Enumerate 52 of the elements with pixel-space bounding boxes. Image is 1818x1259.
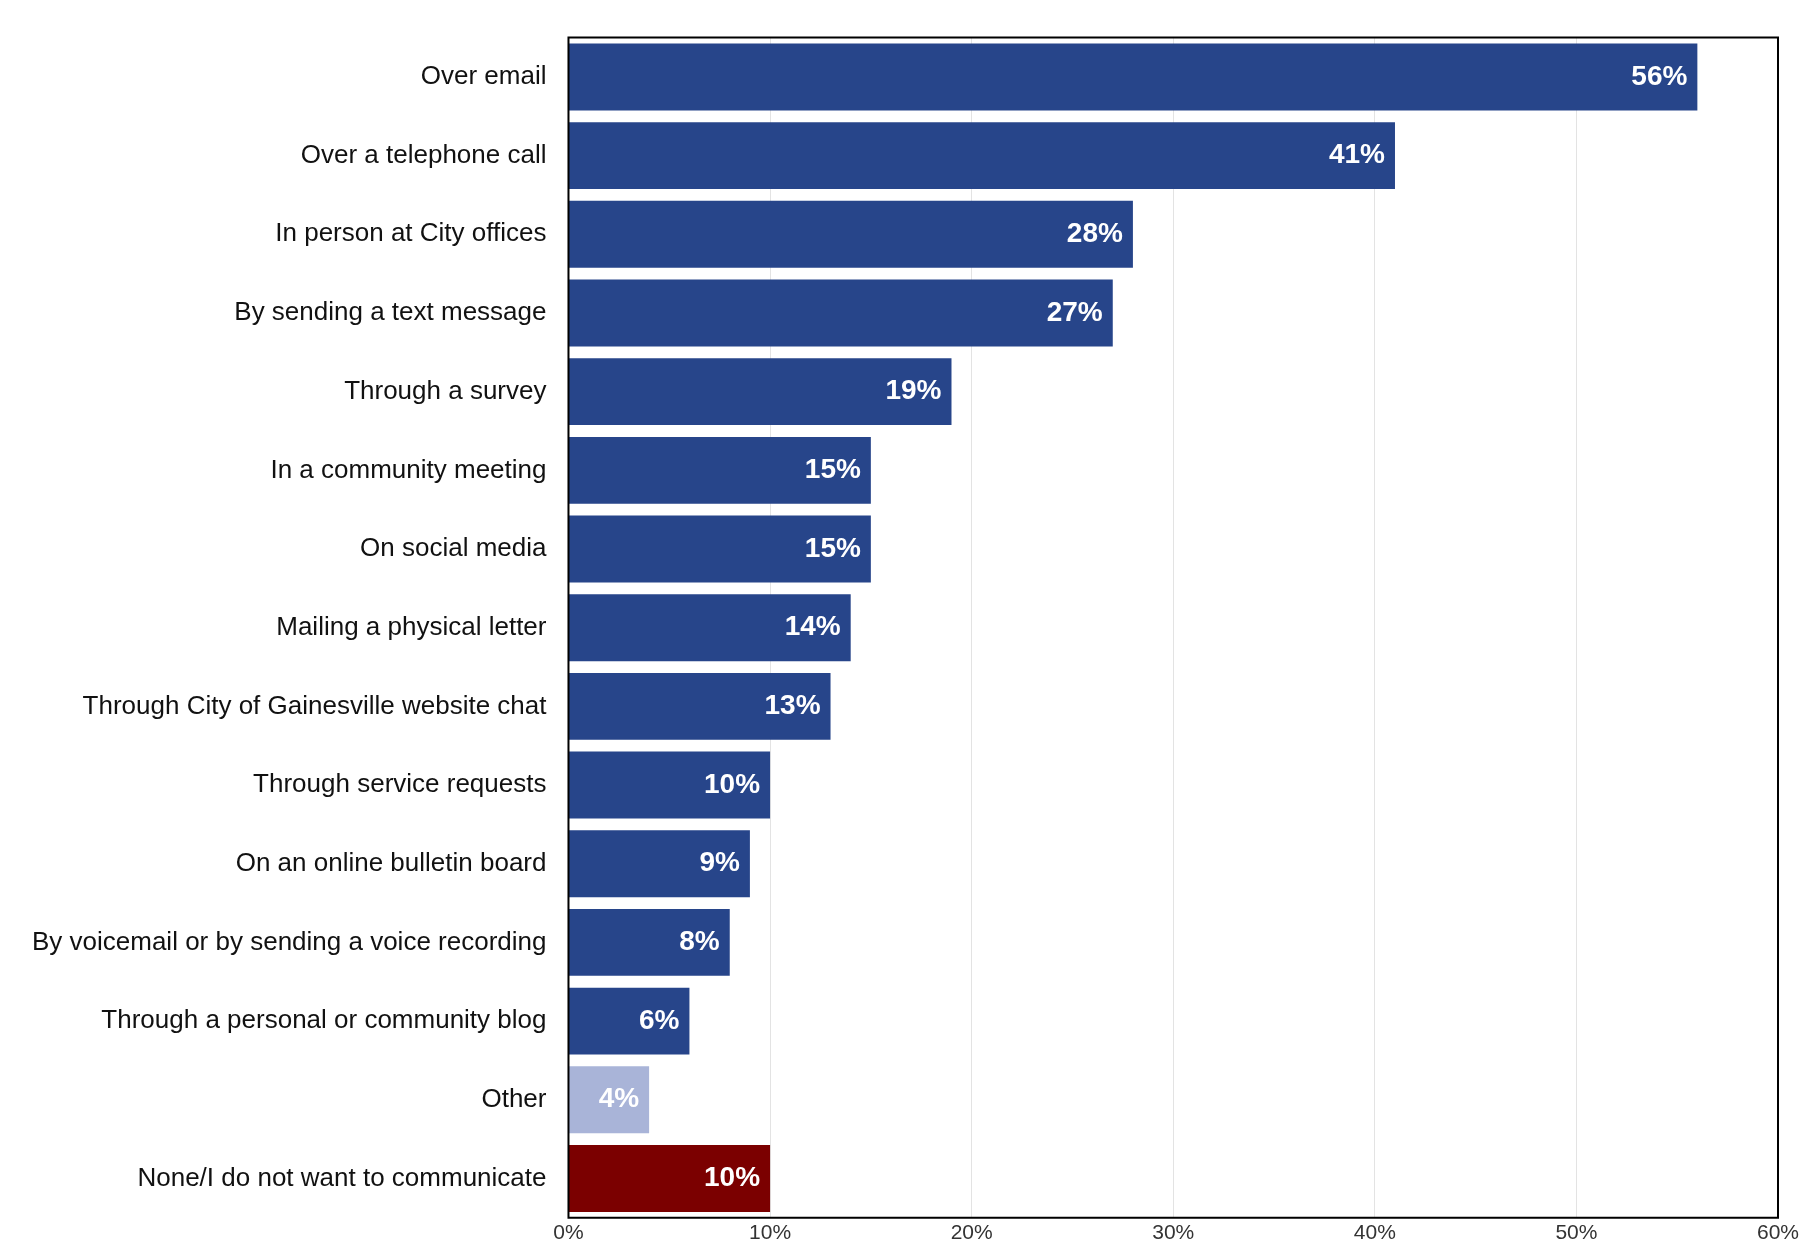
y-tick-label: Through a personal or community blog <box>101 1004 547 1035</box>
y-tick-label: By sending a text message <box>234 296 547 327</box>
data-label: 56% <box>1631 59 1688 91</box>
bar <box>568 987 690 1055</box>
y-tick-label: None/I do not want to communicate <box>137 1161 547 1192</box>
bar <box>568 515 871 583</box>
x-tick-label: 40% <box>1353 1220 1396 1244</box>
bar <box>568 200 1133 268</box>
data-label: 4% <box>598 1082 640 1114</box>
data-label: 13% <box>764 689 821 721</box>
data-label: 10% <box>704 1161 761 1193</box>
y-tick-label: In a community meeting <box>270 453 547 484</box>
y-tick-label: Through City of Gainesville website chat <box>82 689 548 720</box>
data-label: 15% <box>804 453 861 485</box>
bar <box>568 436 871 504</box>
bar <box>568 830 750 898</box>
data-label: 27% <box>1046 295 1103 327</box>
data-label: 28% <box>1066 217 1124 249</box>
y-tick-label: Over a telephone call <box>300 138 547 169</box>
y-tick-label: By voicemail or by sending a voice recording <box>31 925 547 956</box>
x-tick-label: 60% <box>1756 1220 1800 1244</box>
y-tick-label: Over email <box>420 60 547 91</box>
x-tick-label: 30% <box>1152 1220 1195 1244</box>
data-label: 10% <box>704 767 761 799</box>
data-label: 14% <box>784 610 841 642</box>
data-label: 41% <box>1328 138 1386 170</box>
y-tick-label: Through a survey <box>344 374 547 405</box>
x-tick-label: 10% <box>749 1220 792 1244</box>
x-tick-label: 20% <box>950 1220 993 1244</box>
data-label: 9% <box>699 846 741 878</box>
y-tick-label: Other <box>481 1082 547 1113</box>
x-tick-label: 0% <box>553 1220 584 1244</box>
data-label: 15% <box>804 531 861 563</box>
x-tick-label: 50% <box>1555 1220 1598 1244</box>
bar <box>568 594 851 662</box>
y-tick-label: On an online bulletin board <box>235 846 547 877</box>
y-tick-label: On social media <box>360 532 548 563</box>
bar <box>568 751 771 819</box>
bar <box>568 1066 650 1134</box>
bar <box>568 672 831 740</box>
bar <box>568 1145 771 1212</box>
y-tick-label: In person at City offices <box>275 217 547 248</box>
bar <box>568 122 1395 190</box>
bar <box>568 358 952 426</box>
bar <box>568 908 730 976</box>
data-label: 6% <box>638 1003 680 1035</box>
data-label: 19% <box>885 374 942 406</box>
data-label: 8% <box>679 925 720 957</box>
y-tick-label: Mailing a physical letter <box>276 610 547 641</box>
bar <box>568 279 1113 347</box>
y-tick-label: Through service requests <box>253 768 547 799</box>
bar <box>568 43 1698 111</box>
